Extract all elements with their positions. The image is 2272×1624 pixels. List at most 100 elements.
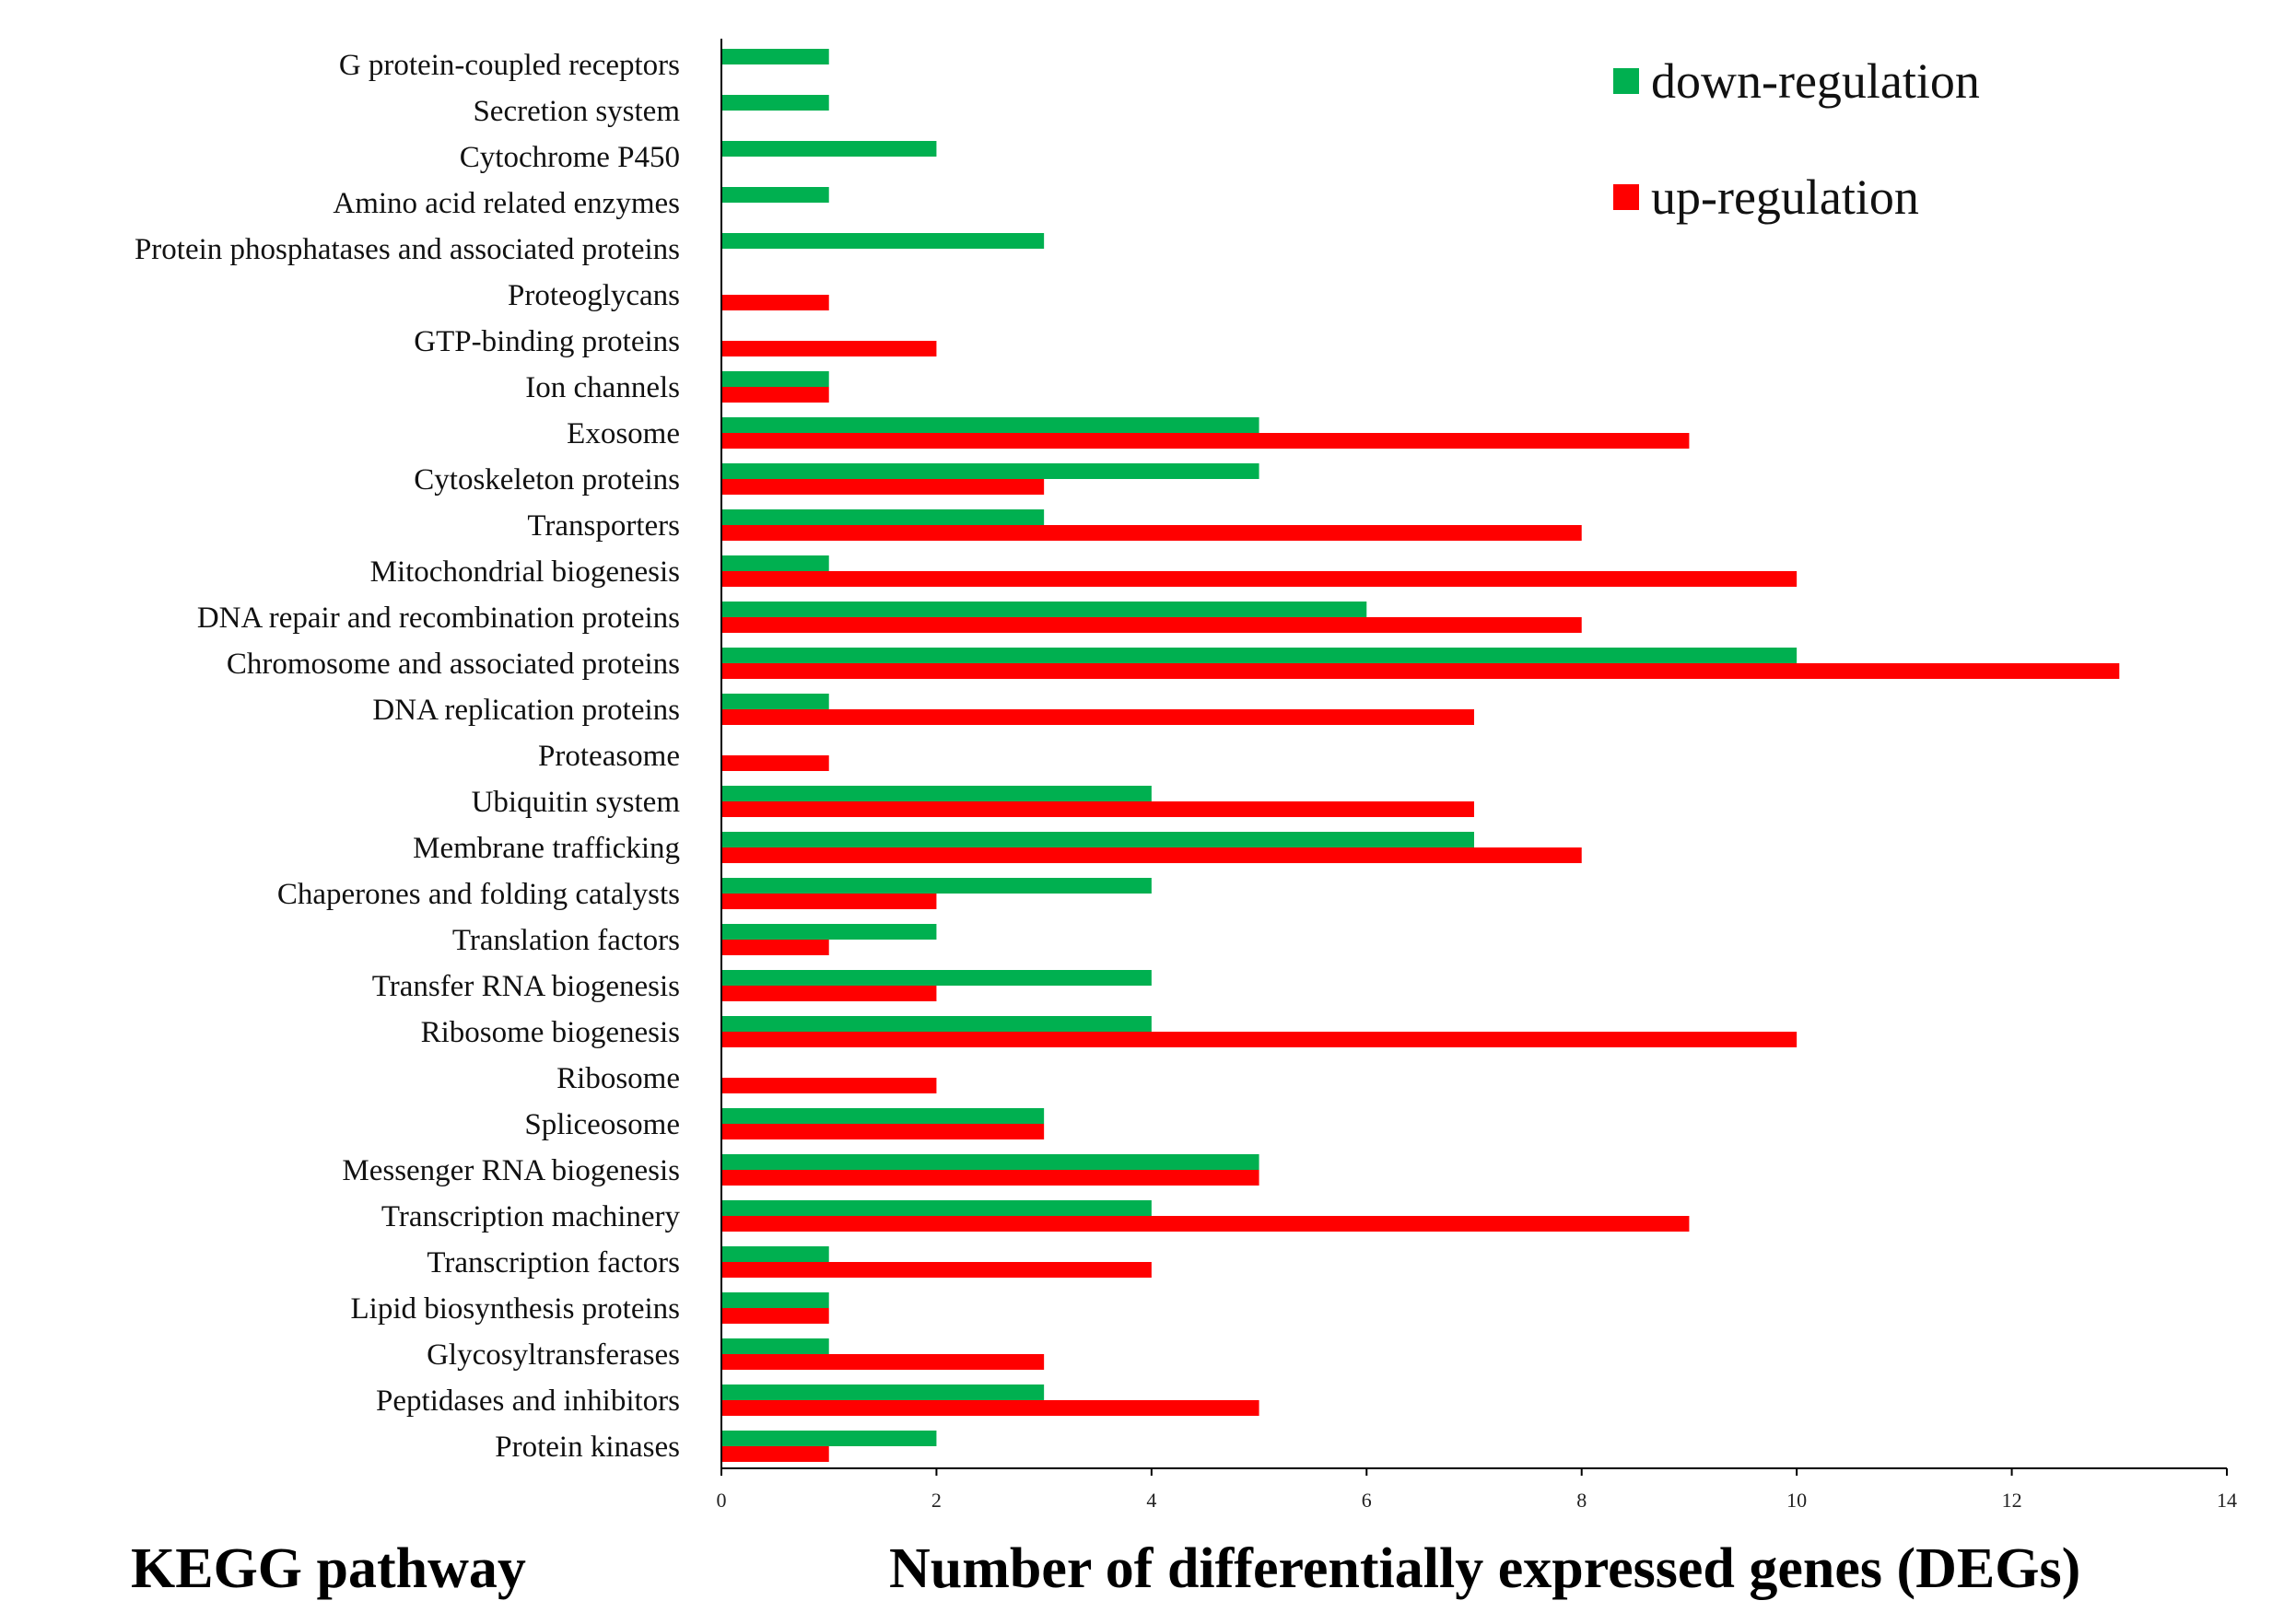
category-label-ribosome: Ribosome (556, 1062, 680, 1095)
category-label-cytoskeleton-proteins: Cytoskeleton proteins (414, 463, 680, 497)
x-tick-label-4: 4 (1146, 1489, 1156, 1512)
category-label-lipid-biosynthesis-proteins: Lipid biosynthesis proteins (351, 1292, 681, 1326)
category-label-gtp-binding-proteins: GTP-binding proteins (414, 325, 680, 358)
bar-up-transfer-rna-biogenesis (721, 986, 937, 1001)
bars-group (721, 49, 2120, 1462)
legend-swatch-down-regulation (1613, 68, 1639, 94)
category-label-mitochondrial-biogenesis: Mitochondrial biogenesis (370, 555, 680, 589)
category-label-proteasome: Proteasome (538, 740, 680, 773)
category-label-glycosyltransferases: Glycosyltransferases (427, 1338, 680, 1372)
bar-down-spliceosome (721, 1108, 1045, 1124)
legend-label-down-regulation: down-regulation (1651, 53, 1980, 109)
bar-up-lipid-biosynthesis-proteins (721, 1308, 829, 1324)
bar-down-transcription-factors (721, 1246, 829, 1262)
category-label-chaperones-and-folding-catalysts: Chaperones and folding catalysts (277, 878, 680, 911)
bar-down-dna-replication-proteins (721, 694, 829, 709)
bar-up-ribosome (721, 1078, 937, 1093)
category-label-ion-channels: Ion channels (525, 371, 680, 404)
bar-down-translation-factors (721, 924, 937, 940)
bar-down-protein-phosphatases-and-associated-proteins (721, 233, 1045, 249)
bar-down-ubiquitin-system (721, 786, 1152, 801)
bar-up-transcription-factors (721, 1262, 1152, 1278)
legend-swatch-up-regulation (1613, 184, 1639, 210)
axes-group (720, 39, 2227, 1469)
bar-down-messenger-rna-biogenesis (721, 1154, 1259, 1170)
category-label-ribosome-biogenesis: Ribosome biogenesis (421, 1016, 680, 1049)
x-tick-label-6: 6 (1362, 1489, 1372, 1512)
bar-down-amino-acid-related-enzymes (721, 187, 829, 203)
category-label-translation-factors: Translation factors (452, 924, 680, 957)
bar-down-ribosome-biogenesis (721, 1016, 1152, 1032)
bar-down-g-protein-coupled-receptors (721, 49, 829, 64)
bar-up-chromosome-and-associated-proteins (721, 663, 2120, 679)
bar-up-exosome (721, 433, 1690, 449)
x-tick-label-10: 10 (1786, 1489, 1807, 1512)
category-label-secretion-system: Secretion system (473, 95, 680, 128)
bar-down-peptidases-and-inhibitors (721, 1384, 1045, 1400)
bar-up-dna-repair-and-recombination-proteins (721, 617, 1582, 633)
bar-down-secretion-system (721, 95, 829, 111)
x-axis-title: Number of differentially expressed genes… (889, 1537, 2080, 1600)
bar-down-mitochondrial-biogenesis (721, 555, 829, 571)
y-axis-title: KEGG pathway (131, 1537, 526, 1600)
category-label-transcription-machinery: Transcription machinery (381, 1200, 681, 1233)
category-label-protein-phosphatases-and-associated-proteins: Protein phosphatases and associated prot… (135, 233, 680, 266)
category-label-protein-kinases: Protein kinases (495, 1431, 680, 1464)
x-ticks-group: 0 2 4 6 8 10 12 14 (717, 1468, 2237, 1512)
bar-up-messenger-rna-biogenesis (721, 1170, 1259, 1186)
bar-down-transporters (721, 509, 1045, 525)
bar-down-chaperones-and-folding-catalysts (721, 878, 1152, 894)
bar-up-spliceosome (721, 1124, 1045, 1139)
bar-up-chaperones-and-folding-catalysts (721, 894, 937, 909)
category-labels-group: G protein-coupled receptors Secretion sys… (135, 49, 681, 1464)
category-label-exosome: Exosome (567, 417, 680, 450)
category-label-transcription-factors: Transcription factors (427, 1246, 680, 1279)
category-label-dna-repair-and-recombination-proteins: DNA repair and recombination proteins (197, 602, 680, 635)
bar-up-ubiquitin-system (721, 801, 1474, 817)
bar-down-protein-kinases (721, 1431, 937, 1446)
category-label-dna-replication-proteins: DNA replication proteins (372, 694, 680, 727)
bar-down-membrane-trafficking (721, 832, 1474, 847)
bar-up-ribosome-biogenesis (721, 1032, 1798, 1047)
bar-up-mitochondrial-biogenesis (721, 571, 1798, 587)
category-label-proteoglycans: Proteoglycans (508, 279, 680, 312)
bar-down-glycosyltransferases (721, 1338, 829, 1354)
bar-up-transporters (721, 525, 1582, 541)
x-tick-label-14: 14 (2217, 1489, 2237, 1512)
bar-up-dna-replication-proteins (721, 709, 1474, 725)
bar-up-peptidases-and-inhibitors (721, 1400, 1259, 1416)
bar-up-proteasome (721, 755, 829, 771)
category-label-spliceosome: Spliceosome (524, 1108, 680, 1141)
category-label-g-protein-coupled-receptors: G protein-coupled receptors (339, 49, 680, 82)
bar-down-cytoskeleton-proteins (721, 463, 1259, 479)
x-tick-label-2: 2 (931, 1489, 942, 1512)
bar-down-lipid-biosynthesis-proteins (721, 1292, 829, 1308)
bar-up-proteoglycans (721, 295, 829, 310)
bar-up-ion-channels (721, 387, 829, 403)
category-label-membrane-trafficking: Membrane trafficking (413, 832, 680, 865)
category-label-transporters: Transporters (527, 509, 680, 543)
x-tick-label-0: 0 (717, 1489, 727, 1512)
bar-down-ion-channels (721, 371, 829, 387)
bar-up-transcription-machinery (721, 1216, 1690, 1232)
category-label-messenger-rna-biogenesis: Messenger RNA biogenesis (342, 1154, 680, 1187)
bar-down-dna-repair-and-recombination-proteins (721, 602, 1367, 617)
bar-up-gtp-binding-proteins (721, 341, 937, 356)
bar-down-chromosome-and-associated-proteins (721, 648, 1798, 663)
bar-down-transfer-rna-biogenesis (721, 970, 1152, 986)
category-label-chromosome-and-associated-proteins: Chromosome and associated proteins (227, 648, 680, 681)
legend: down-regulation up-regulation (1613, 53, 1980, 225)
x-tick-label-8: 8 (1576, 1489, 1587, 1512)
category-label-amino-acid-related-enzymes: Amino acid related enzymes (333, 187, 680, 220)
category-label-cytochrome-p450: Cytochrome P450 (460, 141, 680, 174)
legend-label-up-regulation: up-regulation (1651, 169, 1919, 225)
bar-up-membrane-trafficking (721, 847, 1582, 863)
bar-up-cytoskeleton-proteins (721, 479, 1045, 495)
bar-up-glycosyltransferases (721, 1354, 1045, 1370)
bar-up-protein-kinases (721, 1446, 829, 1462)
x-tick-label-12: 12 (2002, 1489, 2022, 1512)
bar-down-transcription-machinery (721, 1200, 1152, 1216)
bar-up-translation-factors (721, 940, 829, 955)
bar-down-cytochrome-p450 (721, 141, 937, 157)
